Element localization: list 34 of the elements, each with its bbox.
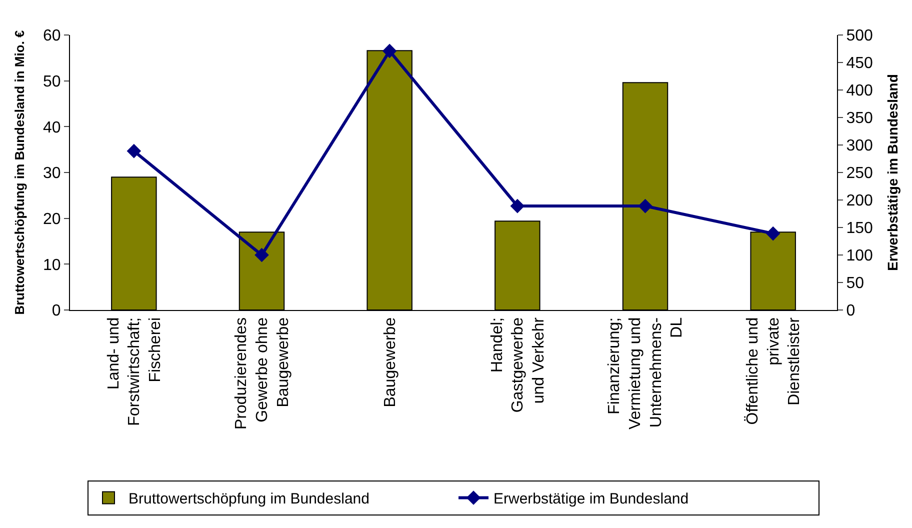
- y2-tick-label: 350: [846, 110, 873, 128]
- y-tick-label: 60: [43, 28, 61, 45]
- y-tick-label: 20: [43, 210, 61, 228]
- y2-tick-label: 150: [846, 220, 873, 238]
- point: [766, 226, 780, 241]
- y-tick-label: 0: [52, 302, 61, 320]
- y2-axis-title: Erwerbstätige im Bundesland: [884, 74, 900, 271]
- point: [254, 248, 269, 262]
- point: [382, 44, 397, 58]
- y-axis-title: Bruttowertschöpfung im Bundesland in Mio. €: [12, 30, 27, 315]
- y2-tick-label: 0: [846, 302, 856, 320]
- y2-tick-label: 500: [846, 28, 873, 45]
- legend-label: Bruttowertschöpfung im Bundesland: [128, 490, 370, 508]
- y-tick-label: 30: [43, 165, 61, 182]
- x-tick-label: Produzierendes Gewerbe ohne Baugewerbe: [233, 317, 292, 430]
- x-tick-label: Land- und Forstwirtschaft; Fischerei: [105, 317, 164, 426]
- x-tick-label: Öffentliche und private Dienstleister: [743, 316, 804, 425]
- x-tick-label: Finanzierung; Vermietung und Unternehmens- DL: [606, 317, 686, 430]
- y2-tick-label: 450: [846, 55, 873, 72]
- point: [510, 198, 525, 214]
- y2-tick-label: 100: [846, 248, 873, 265]
- x-tick-label: Handel; Gastgewerbe und Verkehr: [488, 316, 548, 413]
- y2-tick-label: 200: [846, 192, 873, 210]
- y2-tick-label: 250: [846, 165, 873, 182]
- legend-label: Erwerbstätige im Bundesland: [494, 490, 689, 508]
- y2-tick-label: 400: [846, 82, 873, 100]
- point: [638, 198, 652, 214]
- x-tick-label: Baugewerbe: [382, 317, 399, 408]
- y-tick-label: 40: [43, 119, 61, 136]
- y2-tick-label: 50: [846, 275, 864, 292]
- y-tick-label: 50: [43, 73, 61, 90]
- point: [126, 144, 142, 158]
- y2-tick-label: 300: [846, 138, 873, 155]
- y-tick-label: 10: [43, 256, 61, 274]
